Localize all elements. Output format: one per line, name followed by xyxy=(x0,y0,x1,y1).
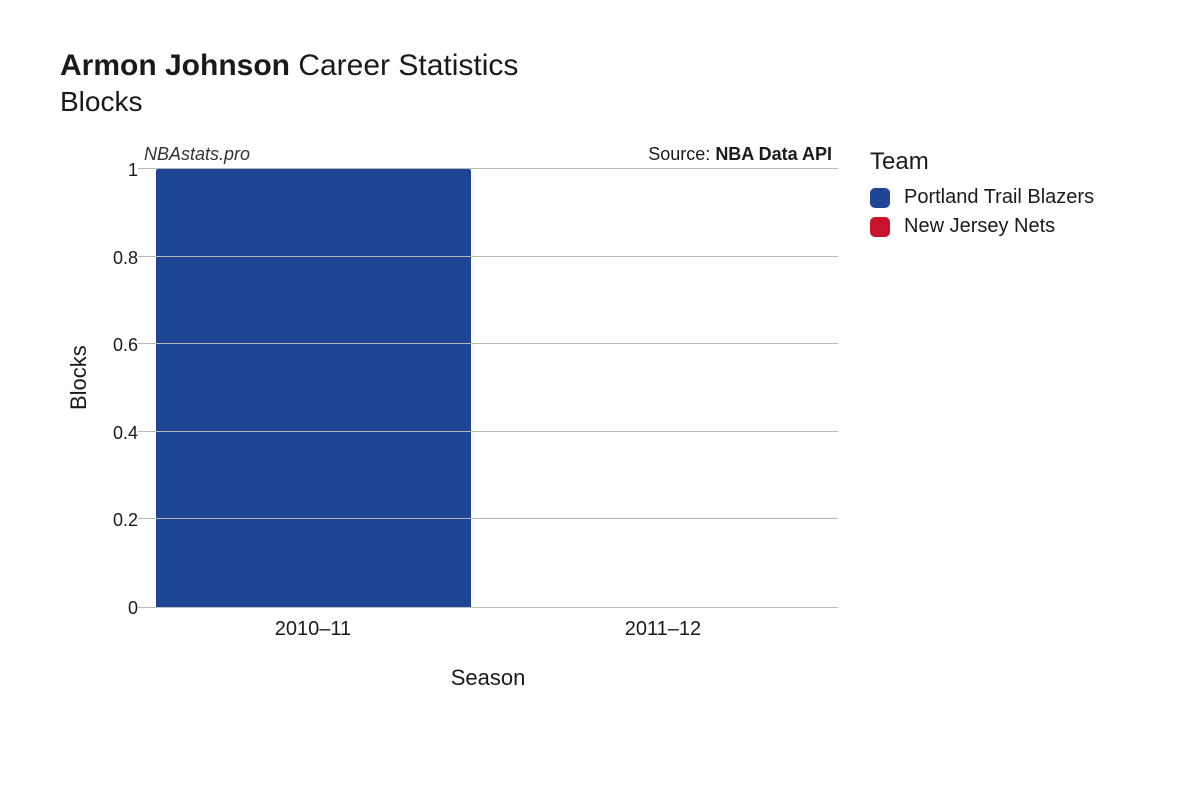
legend-item: New Jersey Nets xyxy=(870,215,1094,238)
gridline xyxy=(138,256,838,257)
title-player-name: Armon Johnson xyxy=(60,49,290,82)
legend-title: Team xyxy=(870,148,1094,176)
legend: Team Portland Trail Blazers New Jersey Ne… xyxy=(870,148,1094,244)
gridline xyxy=(138,518,838,519)
chart-subtitle: Blocks xyxy=(60,86,1170,118)
plot-wrap: NBAstats.pro Source: NBA Data API xyxy=(138,148,838,608)
legend-label: New Jersey Nets xyxy=(904,215,1055,238)
legend-swatch xyxy=(870,188,890,208)
title-suffix: Career Statistics xyxy=(290,49,518,82)
legend-items: Portland Trail Blazers New Jersey Nets xyxy=(870,186,1094,238)
gridline xyxy=(138,168,838,169)
plot-area xyxy=(138,170,838,608)
legend-swatch xyxy=(870,217,890,237)
x-axis-ticks: 2010–11 2011–12 xyxy=(138,608,838,641)
x-tick: 2010–11 xyxy=(138,608,488,641)
bars-layer xyxy=(138,170,838,607)
title-block: Armon Johnson Career Statistics Blocks xyxy=(60,48,1170,118)
source-attribution: Source: NBA Data API xyxy=(648,144,832,165)
annotation-row: NBAstats.pro Source: NBA Data API xyxy=(138,144,838,165)
source-prefix: Source: xyxy=(648,144,715,164)
bar xyxy=(156,169,471,607)
axis-column: NBAstats.pro Source: NBA Data API 2010–1… xyxy=(138,148,838,691)
y-axis-label: Blocks xyxy=(60,148,92,608)
gridline xyxy=(138,431,838,432)
bar-slot xyxy=(488,170,838,607)
x-tick: 2011–12 xyxy=(488,608,838,641)
plot-row: Blocks 1 0.8 0.6 0.4 0.2 0 NBAstats.pro … xyxy=(60,148,1170,691)
y-axis-ticks: 1 0.8 0.6 0.4 0.2 0 xyxy=(92,148,138,608)
chart-container: Armon Johnson Career Statistics Blocks B… xyxy=(0,0,1200,800)
bar-slot xyxy=(138,170,488,607)
x-axis-label: Season xyxy=(138,665,838,691)
gridline xyxy=(138,343,838,344)
chart-title: Armon Johnson Career Statistics xyxy=(60,48,1170,84)
source-name: NBA Data API xyxy=(715,144,832,164)
legend-item: Portland Trail Blazers xyxy=(870,186,1094,209)
watermark-text: NBAstats.pro xyxy=(144,144,250,165)
legend-label: Portland Trail Blazers xyxy=(904,186,1094,209)
